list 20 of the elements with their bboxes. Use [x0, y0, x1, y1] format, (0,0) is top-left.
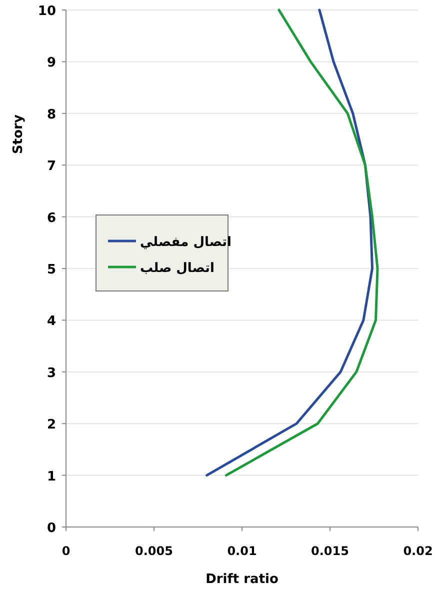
y-tick-label: 7 [46, 159, 56, 174]
y-tick-label: 5 [46, 262, 56, 278]
x-tick-label: 0.005 [135, 544, 173, 558]
x-tick-label: 0.015 [311, 544, 349, 558]
y-tick-label: 3 [46, 366, 56, 381]
legend-label: اتصال صلب [140, 261, 214, 276]
x-tick-label: 0.02 [403, 544, 433, 558]
legend-label: اتصال مفصلي [140, 235, 232, 250]
y-tick-label: 6 [46, 210, 56, 226]
x-tick-label: 0.01 [227, 544, 257, 558]
y-tick-label: 0 [46, 521, 56, 536]
x-tick-label: 0 [62, 544, 70, 558]
y-tick-label: 9 [46, 56, 56, 71]
y-tick-label: 1 [46, 469, 56, 484]
y-axis-title: Story [11, 114, 26, 154]
x-axis-title: Drift ratio [206, 572, 278, 587]
y-tick-label: 2 [46, 418, 56, 433]
y-tick-label: 10 [38, 4, 56, 19]
y-tick-label: 8 [46, 107, 56, 122]
y-tick-label: 4 [46, 314, 56, 330]
